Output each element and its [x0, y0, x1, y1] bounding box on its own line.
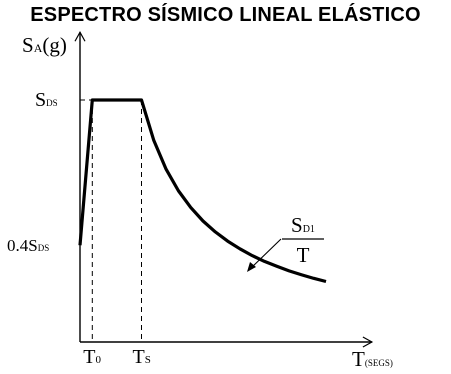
annotation-denominator: T — [297, 243, 310, 267]
x-tick-t0: T0 — [83, 346, 101, 368]
y-tick-04sds: 0.4SDS — [7, 236, 49, 255]
annotation: SD1 T — [247, 213, 324, 272]
chart-title: ESPECTRO SÍSMICO LINEAL ELÁSTICO — [30, 4, 421, 26]
x-axis-arrow — [362, 336, 374, 348]
annotation-leader-arrowhead — [247, 262, 256, 272]
y-axis-label: SA(g) — [22, 33, 67, 57]
y-tick-sds: SDS — [35, 89, 58, 111]
x-axis-label: T(SEGS) — [352, 347, 393, 371]
reference-lines — [80, 99, 142, 342]
y-axis-arrow — [74, 31, 86, 42]
axis-labels: SA(g) T(SEGS) SDS 0.4SDS T0 TS — [7, 33, 393, 371]
annotation-numerator: SD1 — [291, 213, 315, 237]
spectrum-curve — [78, 98, 327, 284]
axes — [74, 31, 374, 348]
annotation-leader-line — [248, 238, 282, 271]
spectrum-curve-group — [78, 98, 327, 284]
x-tick-ts: TS — [133, 346, 151, 368]
